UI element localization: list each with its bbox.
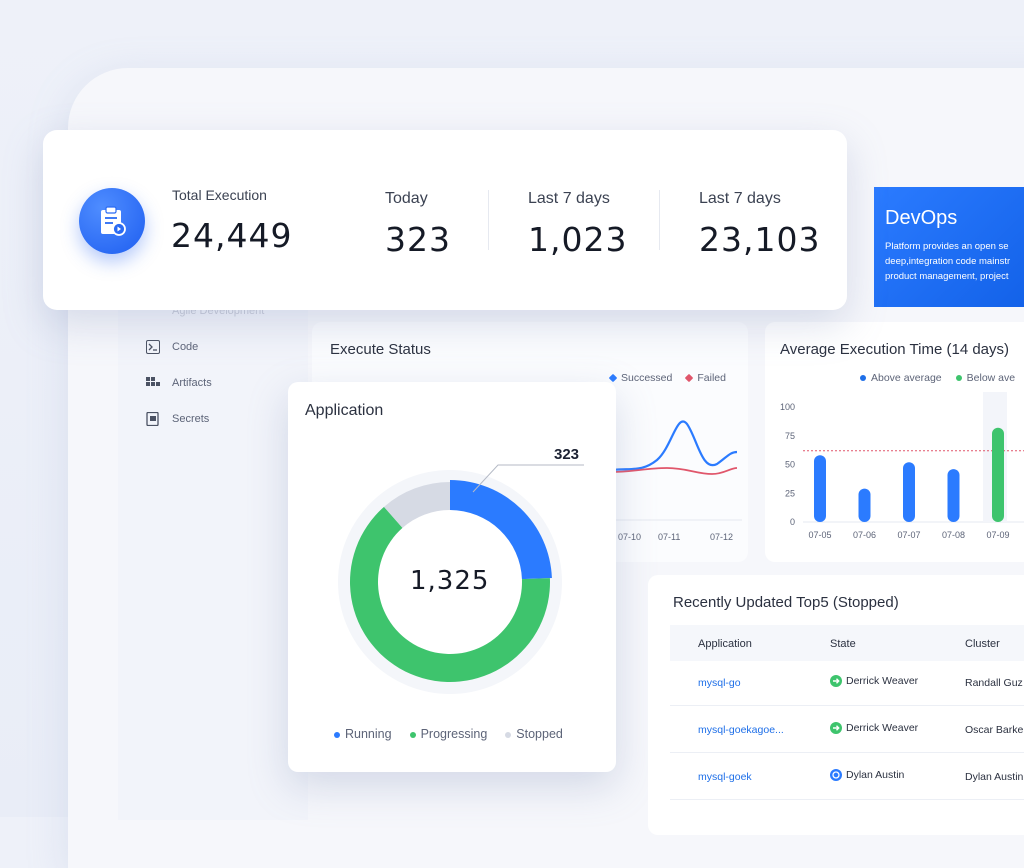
state-cell: Derrick Weaver xyxy=(830,722,918,734)
sidebar-item-label: Secrets xyxy=(172,413,210,425)
row-divider xyxy=(670,705,1024,706)
sync-circle-icon xyxy=(830,769,842,781)
today-label: Today xyxy=(385,190,428,207)
y-tick-label: 50 xyxy=(785,460,795,470)
cluster-cell: Randall Guz xyxy=(965,677,1023,689)
last-7-days-label: Last 7 days xyxy=(528,190,610,207)
arrow-circle-icon xyxy=(830,675,842,687)
running-callout-value: 323 xyxy=(554,446,580,463)
application-total: 1,325 xyxy=(410,566,490,596)
cluster-cell: Oscar Barke xyxy=(965,724,1024,736)
sidebar: Agile Development Code Artifacts Secrets xyxy=(118,300,308,820)
legend-below-average[interactable]: Below ave xyxy=(955,372,1015,384)
x-tick-label: 07-06 xyxy=(853,530,876,540)
banner-line-2: deep,integration code mainstr xyxy=(885,256,1011,267)
column-header-application[interactable]: Application xyxy=(698,638,752,650)
x-tick-label: 07-07 xyxy=(897,530,920,540)
devops-banner[interactable]: DevOps Platform provides an open se deep… xyxy=(874,187,1024,307)
execute-status-chart xyxy=(612,420,742,521)
average-execution-title: Average Execution Time (14 days) xyxy=(780,341,1010,358)
total-execution-value: 24,449 xyxy=(171,216,293,255)
banner-line-3: product management, project xyxy=(885,271,1009,282)
x-tick: 07-11 xyxy=(658,532,681,542)
successed-line xyxy=(612,420,738,472)
column-header-cluster[interactable]: Cluster xyxy=(965,638,1000,650)
app-link[interactable]: mysql-goek xyxy=(698,771,752,783)
donut-slice-stopped[interactable] xyxy=(384,482,450,528)
application-donut-chart xyxy=(338,464,584,694)
average-execution-chart: 0 25 50 75 100 07-05 07-06 07-07 07-08 07-09 xyxy=(780,392,1024,540)
legend-stopped[interactable]: Stopped xyxy=(505,727,563,741)
app-link[interactable]: mysql-goekagoe... xyxy=(698,724,784,736)
bar-07-05[interactable] xyxy=(814,455,826,522)
row-divider xyxy=(670,752,1024,753)
legend-running[interactable]: Running xyxy=(334,727,392,741)
y-tick-label: 100 xyxy=(780,402,795,412)
column-header-state[interactable]: State xyxy=(830,638,856,650)
divider xyxy=(488,190,489,250)
state-cell: Derrick Weaver xyxy=(830,675,918,687)
legend-failed[interactable]: Failed xyxy=(685,372,726,384)
state-cell: Dylan Austin xyxy=(830,769,904,781)
y-tick-label: 75 xyxy=(785,431,795,441)
cluster-cell: Dylan Austin xyxy=(965,771,1024,783)
average-execution-card: Average Execution Time (14 days) Above a… xyxy=(765,322,1024,562)
average-legend: Above average Below ave xyxy=(860,372,1015,384)
x-tick: 07-10 xyxy=(618,532,642,542)
x-tick-label: 07-08 xyxy=(942,530,965,540)
x-tick-label: 07-05 xyxy=(808,530,831,540)
y-tick-label: 0 xyxy=(790,517,795,527)
execute-status-title: Execute Status xyxy=(330,341,431,358)
donut-slice-running[interactable] xyxy=(450,480,552,580)
sidebar-item-label: Artifacts xyxy=(172,377,212,389)
sidebar-item-artifacts[interactable]: Artifacts xyxy=(146,376,212,390)
artifacts-icon xyxy=(146,376,160,390)
bar-07-07[interactable] xyxy=(903,462,915,522)
legend-successed[interactable]: Successed xyxy=(608,372,672,384)
failed-line xyxy=(612,467,738,475)
secrets-icon xyxy=(146,412,160,426)
sidebar-item-secrets[interactable]: Secrets xyxy=(146,412,209,426)
table-header xyxy=(670,625,1024,661)
bar-07-06[interactable] xyxy=(858,488,871,522)
recent-updated-card: Recently Updated Top5 (Stopped) Applicat… xyxy=(648,575,1024,835)
application-title: Application xyxy=(305,402,384,419)
bar-07-09[interactable] xyxy=(992,427,1004,522)
today-value: 323 xyxy=(385,220,451,259)
stats-card: Total Execution 24,449 Today 323 Last 7 … xyxy=(43,130,847,310)
sidebar-item-label: Code xyxy=(172,341,199,353)
row-divider xyxy=(670,799,1024,800)
last-7-days-value-2: 23,103 xyxy=(699,220,821,259)
callout-line xyxy=(472,464,584,493)
banner-title: DevOps xyxy=(885,207,958,229)
application-legend: Running Progressing Stopped xyxy=(334,727,563,741)
divider xyxy=(659,190,660,250)
sidebar-item-code[interactable]: Code xyxy=(146,340,198,354)
execute-status-legend: Successed Failed xyxy=(608,372,726,384)
last-7-days-label-2: Last 7 days xyxy=(699,190,781,207)
x-tick-label: 07-09 xyxy=(986,530,1009,540)
banner-description: Platform provides an open se deep,integr… xyxy=(885,239,1024,284)
clipboard-icon xyxy=(79,188,145,254)
legend-progressing[interactable]: Progressing xyxy=(409,727,487,741)
recent-updated-title: Recently Updated Top5 (Stopped) xyxy=(673,594,899,611)
last-7-days-value: 1,023 xyxy=(528,220,628,259)
total-execution-label: Total Execution xyxy=(172,187,267,203)
app-link[interactable]: mysql-go xyxy=(698,677,741,689)
donut-inner-ring xyxy=(382,514,518,650)
bar-07-08[interactable] xyxy=(947,469,960,522)
donut-slice-progressing[interactable] xyxy=(350,506,550,682)
arrow-circle-icon xyxy=(830,722,842,734)
y-tick-label: 25 xyxy=(785,488,795,498)
banner-line-1: Platform provides an open se xyxy=(885,241,1009,252)
application-card: Application 1,325 323 Running Progressin… xyxy=(288,382,616,772)
x-tick: 07-12 xyxy=(710,532,734,542)
terminal-icon xyxy=(146,340,160,354)
legend-above-average[interactable]: Above average xyxy=(860,372,942,384)
